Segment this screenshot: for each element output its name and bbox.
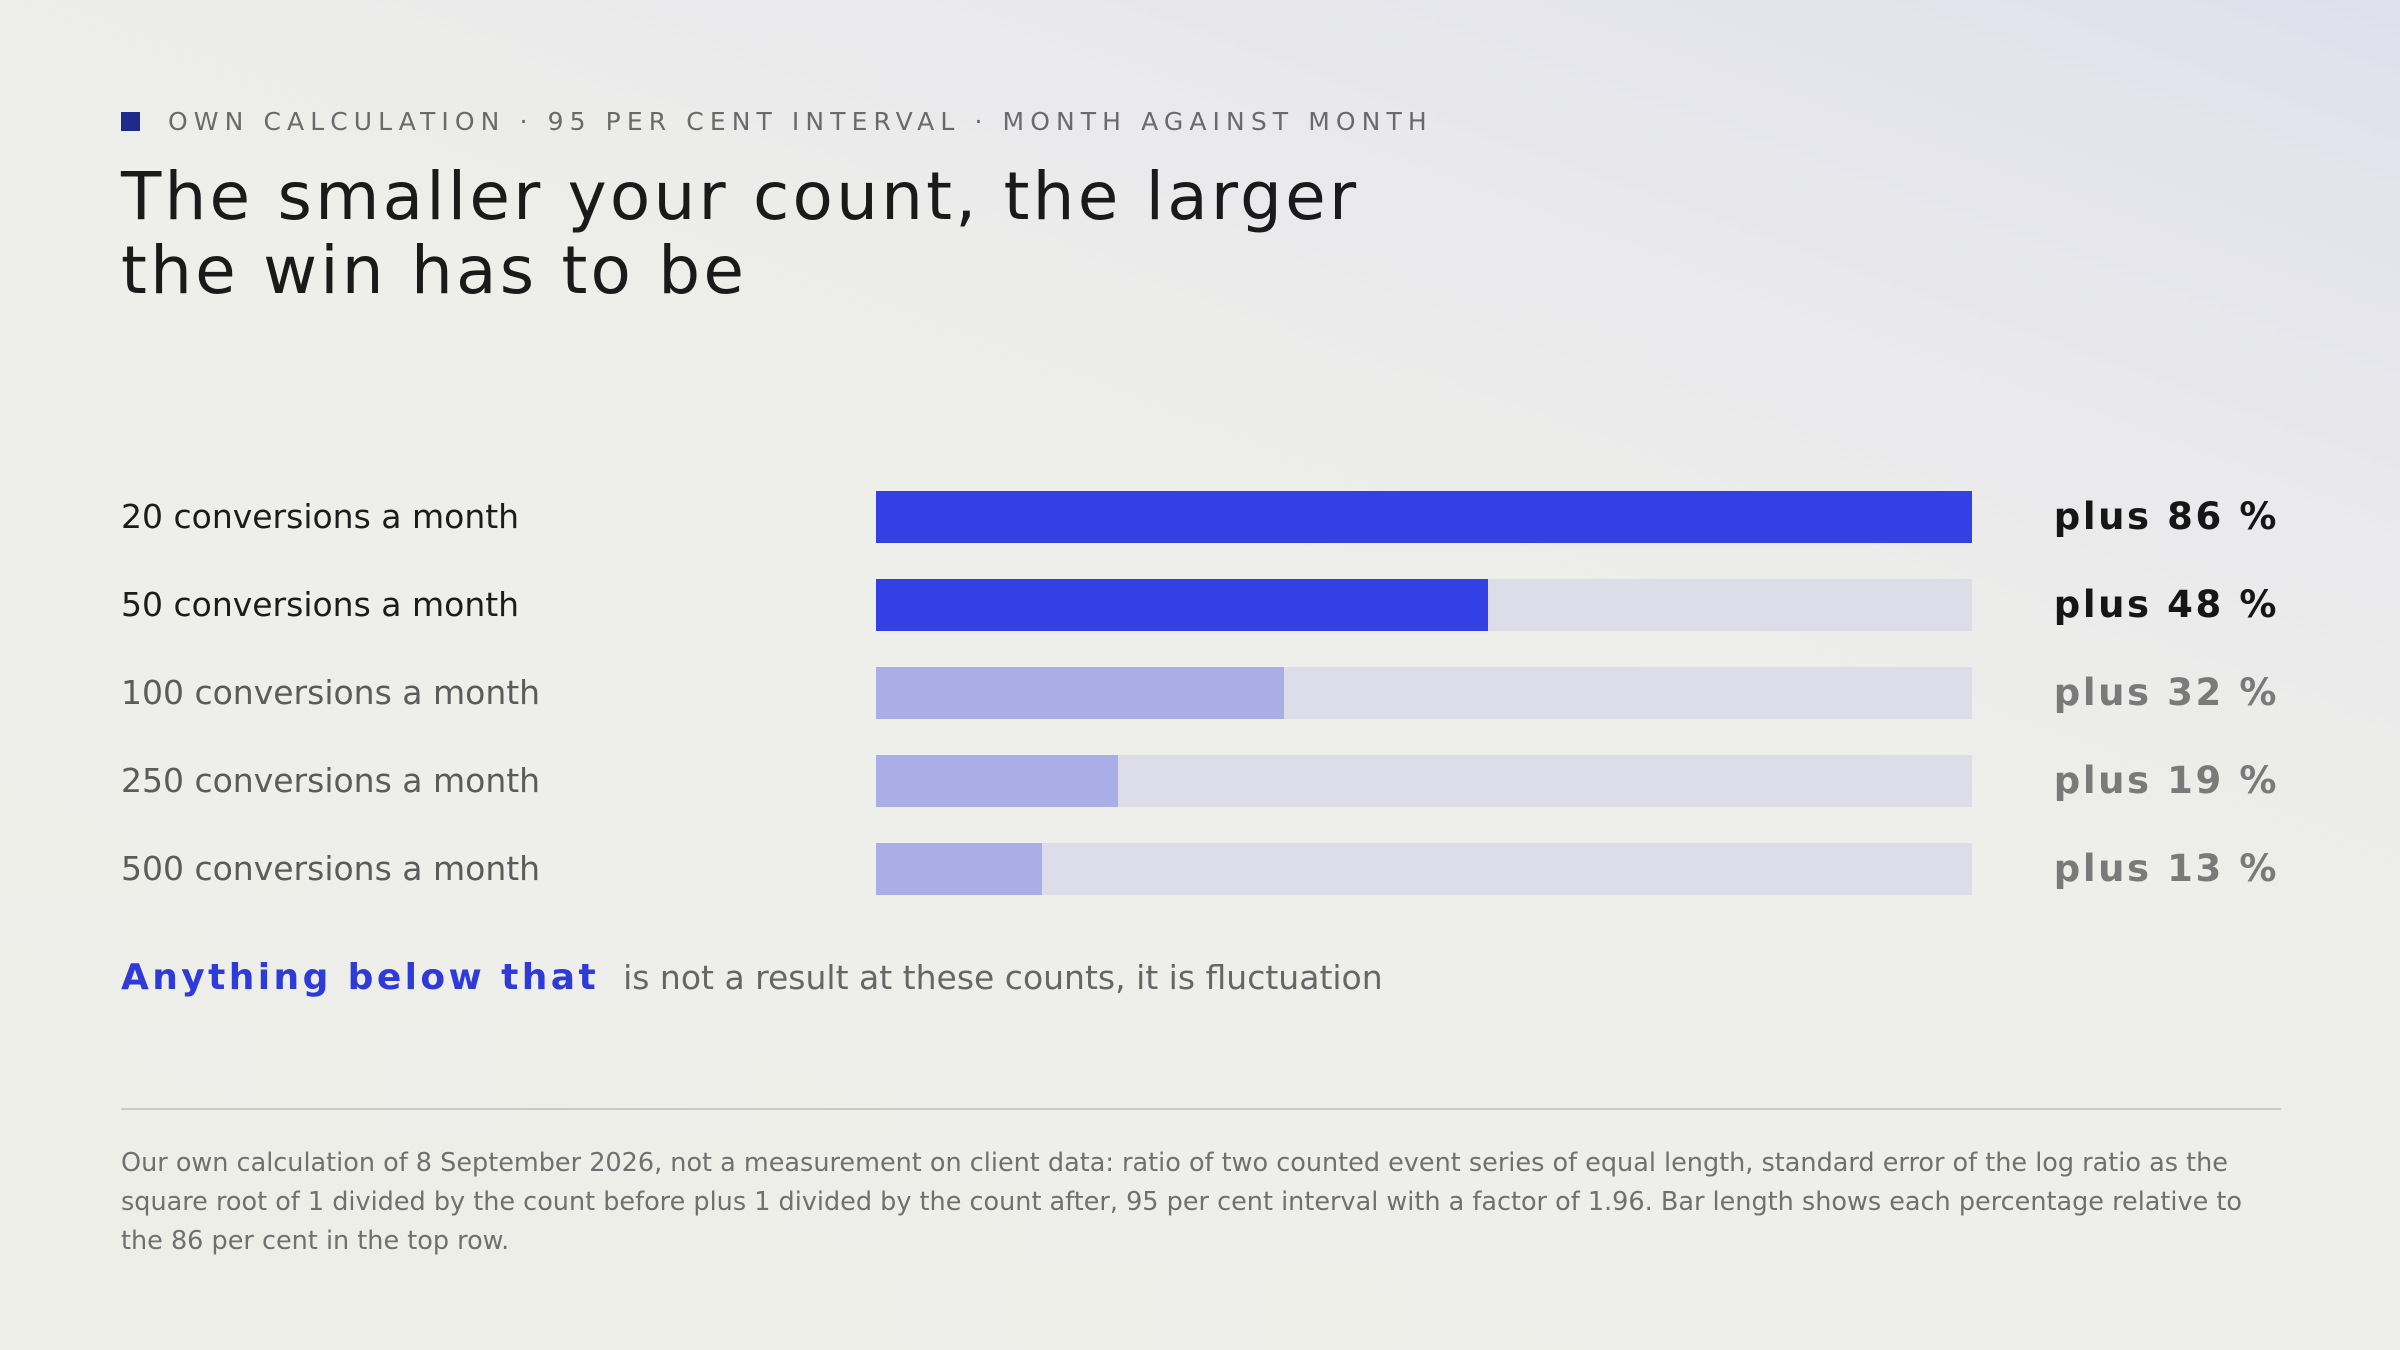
- category-label: 100 conversions a month: [121, 673, 541, 712]
- category-label: 250 conversions a month: [121, 761, 541, 800]
- category-label: 50 conversions a month: [121, 585, 520, 624]
- value-label: plus 86 %: [2053, 495, 2279, 538]
- threshold-note: Anything below that is not a result at t…: [121, 950, 1383, 1004]
- bar: [876, 843, 1042, 895]
- value-label: plus 48 %: [2053, 583, 2279, 626]
- value-label: plus 32 %: [2053, 671, 2279, 714]
- kicker-square-icon: [121, 111, 140, 131]
- bar-track: [876, 755, 1972, 807]
- kicker-text: OWN CALCULATION · 95 PER CENT INTERVAL ·…: [168, 106, 1433, 136]
- bar: [876, 667, 1284, 719]
- category-label: 500 conversions a month: [121, 849, 541, 888]
- bar-track: [876, 667, 1972, 719]
- note-highlight: Anything below that: [121, 956, 600, 998]
- bar-track: [876, 579, 1972, 631]
- note-text: is not a result at these counts, it is f…: [623, 957, 1383, 997]
- kicker: OWN CALCULATION · 95 PER CENT INTERVAL ·…: [121, 104, 1433, 138]
- divider: [121, 1108, 2281, 1110]
- category-label: 20 conversions a month: [121, 497, 520, 536]
- page-title: The smaller your count, the larger the w…: [121, 158, 1360, 309]
- bar-row: 50 conversions a month plus 48 %: [0, 579, 2400, 631]
- bar-row: 100 conversions a month plus 32 %: [0, 667, 2400, 719]
- bar-row: 500 conversions a month plus 13 %: [0, 843, 2400, 895]
- value-label: plus 13 %: [2053, 847, 2279, 890]
- bar: [876, 491, 1972, 543]
- bar-row: 250 conversions a month plus 19 %: [0, 755, 2400, 807]
- bar-track: [876, 843, 1972, 895]
- bar-row: 20 conversions a month plus 86 %: [0, 491, 2400, 543]
- bar: [876, 755, 1118, 807]
- bar-track: [876, 491, 1972, 543]
- footnote: Our own calculation of 8 September 2026,…: [121, 1148, 2242, 1256]
- value-label: plus 19 %: [2053, 759, 2279, 802]
- bar: [876, 579, 1488, 631]
